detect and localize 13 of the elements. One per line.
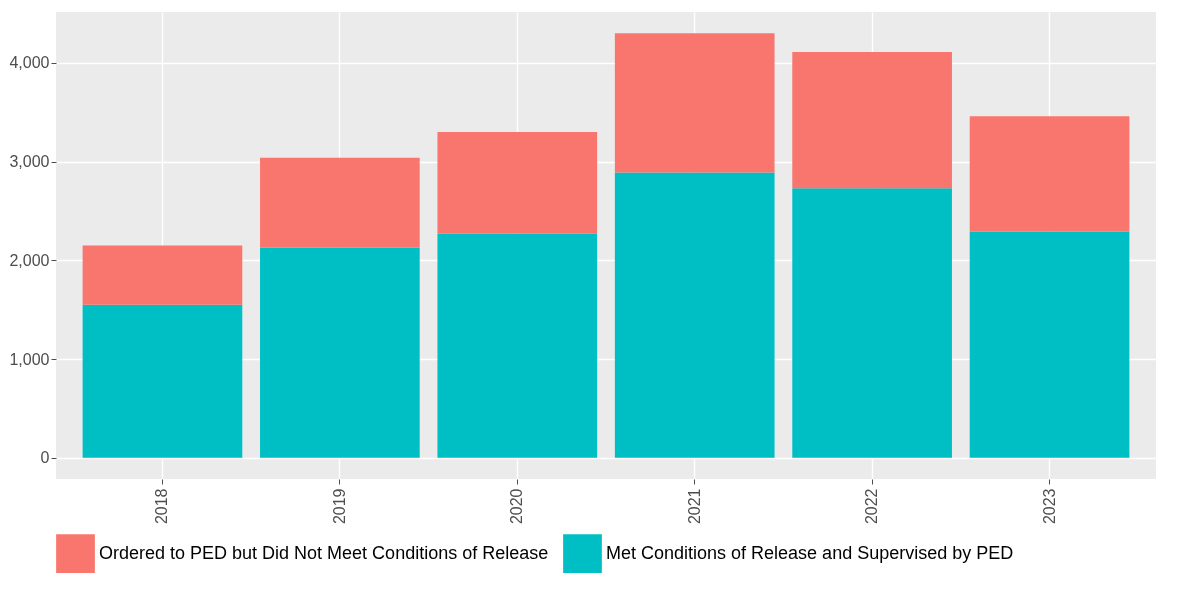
legend-label: Ordered to PED but Did Not Meet Conditions of Release xyxy=(99,542,549,563)
y-tick-label: 0 xyxy=(40,449,50,467)
y-tick-label: 3,000 xyxy=(9,153,50,171)
x-tick-label: 2022 xyxy=(863,488,881,525)
legend-label: Met Conditions of Release and Supervised by PED xyxy=(606,542,1014,563)
x-tick-label: 2018 xyxy=(153,488,171,525)
x-tick-label: 2019 xyxy=(330,488,348,525)
x-tick-label: 2023 xyxy=(1040,488,1058,525)
x-tick-label: 2020 xyxy=(508,488,526,525)
x-tick-label: 2021 xyxy=(685,488,703,525)
y-tick-label: 2,000 xyxy=(9,251,50,269)
y-tick-label: 4,000 xyxy=(9,54,50,72)
y-tick-label: 1,000 xyxy=(9,350,50,368)
